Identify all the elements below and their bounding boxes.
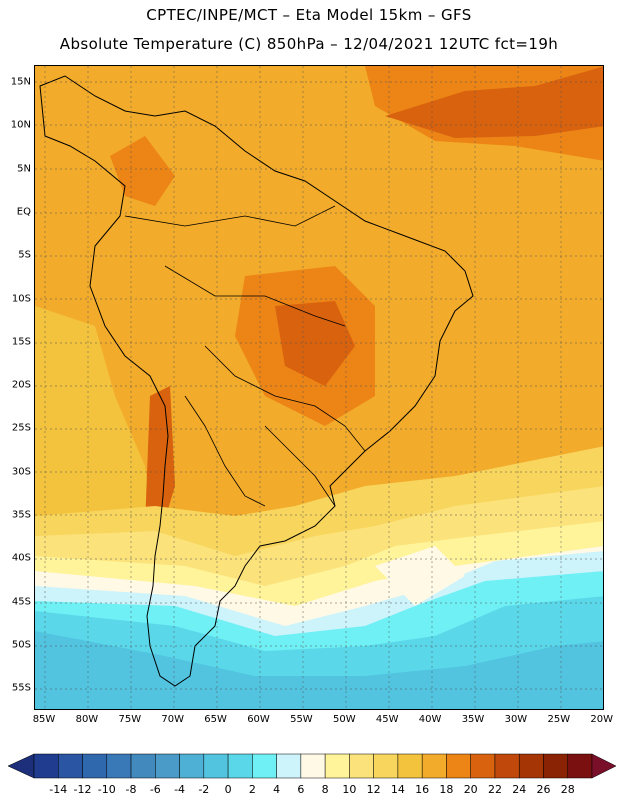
map-title-line-2: Absolute Temperature (C) 850hPa – 12/04/…	[59, 35, 559, 53]
longitude-label: 30W	[504, 714, 528, 725]
longitude-label: 65W	[204, 714, 227, 725]
colorbar-swatch	[179, 753, 205, 779]
colorbar-tick-label: -2	[198, 783, 210, 796]
longitude-label: 60W	[247, 714, 270, 725]
longitude-label: 55W	[290, 714, 313, 725]
colorbar-over-triangle	[591, 753, 617, 779]
colorbar-swatch	[446, 753, 471, 779]
latitude-label: 15S	[11, 336, 31, 348]
temperature-field	[35, 66, 603, 709]
colorbar-tick-label: -8	[125, 783, 137, 796]
longitude-label: 25W	[547, 714, 571, 725]
colorbar-swatch	[518, 753, 544, 779]
latitude-label: 10N	[10, 119, 31, 131]
colorbar-tick-label: 0	[224, 783, 232, 796]
colorbar-swatch	[349, 753, 374, 779]
longitude-label: 45W	[375, 714, 399, 725]
colorbar-tick-label: 18	[439, 783, 454, 796]
colorbar-tick-label: 28	[560, 783, 575, 796]
colorbar-swatch	[227, 753, 253, 779]
latitude-label: 35S	[11, 509, 31, 521]
colorbar-swatch	[470, 753, 496, 779]
longitude-label: 75W	[118, 714, 142, 725]
colorbar-tick-label: 6	[297, 783, 305, 796]
colorbar-tick-label: -6	[149, 783, 161, 796]
longitude-label: 85W	[32, 714, 56, 725]
latitude-label: 5S	[18, 249, 31, 261]
colorbar-tick-label: 14	[390, 783, 405, 796]
latitude-label: 50S	[11, 639, 31, 651]
longitude-label: 35W	[461, 714, 485, 725]
longitude-label: 50W	[332, 714, 356, 725]
colorbar-tick-label: 2	[248, 783, 256, 796]
colorbar-under-triangle	[8, 753, 35, 779]
latitude-label: 20S	[11, 379, 31, 391]
colorbar-swatch	[58, 753, 83, 779]
colorbar-swatch	[397, 753, 423, 779]
colorbar-swatch	[300, 753, 326, 779]
latitude-label: 5N	[17, 163, 31, 175]
colorbar-swatch	[324, 753, 350, 779]
colorbar-tick-label: 20	[463, 783, 478, 796]
colorbar-tick-label: 24	[512, 783, 527, 796]
latitude-label: 45S	[11, 596, 31, 608]
colorbar-tick-label: 8	[321, 783, 329, 796]
colorbar-tick-label: -10	[97, 783, 116, 796]
colorbar-tick-label: 22	[487, 783, 502, 796]
colorbar-tick-label: -14	[49, 783, 68, 796]
longitude-label: 40W	[418, 714, 442, 725]
longitude-label: 80W	[75, 714, 99, 725]
colorbar-tick-label: 12	[366, 783, 381, 796]
colorbar-swatch	[276, 753, 302, 779]
latitude-label: 10S	[11, 293, 31, 304]
colorbar-swatch	[82, 753, 108, 779]
colorbar-tick-label: 16	[415, 783, 430, 796]
colorbar-tick-label: -12	[73, 783, 92, 796]
latitude-label: 25S	[11, 422, 31, 434]
temperature-map	[34, 65, 604, 710]
colorbar-swatch	[494, 753, 520, 779]
colorbar-tick-label: 26	[536, 783, 551, 796]
colorbar-swatch	[373, 753, 399, 779]
colorbar-tick-label: 4	[273, 783, 281, 796]
colorbar-swatch	[106, 753, 132, 779]
latitude-label: 15N	[10, 76, 31, 88]
colorbar-swatch	[567, 753, 593, 779]
colorbar-tick-label: -4	[174, 783, 186, 796]
latitude-label: 30S	[11, 466, 31, 478]
colorbar-swatch	[203, 753, 229, 779]
map-title-line-1: CPTEC/INPE/MCT – Eta Model 15km – GFS	[146, 6, 472, 24]
latitude-label: 40S	[11, 552, 31, 564]
colorbar-swatch	[130, 753, 156, 779]
latitude-label: 55S	[11, 682, 31, 694]
longitude-label: 20W	[590, 714, 613, 725]
colorbar-swatch	[33, 753, 59, 779]
colorbar-swatch	[421, 753, 447, 779]
colorbar-swatch	[155, 753, 180, 779]
latitude-label: EQ	[16, 206, 31, 218]
colorbar-swatch	[252, 753, 277, 779]
temperature-colorbar	[8, 753, 617, 779]
colorbar-tick-label: 10	[342, 783, 357, 796]
colorbar-swatch	[543, 753, 568, 779]
longitude-label: 70W	[161, 714, 184, 725]
